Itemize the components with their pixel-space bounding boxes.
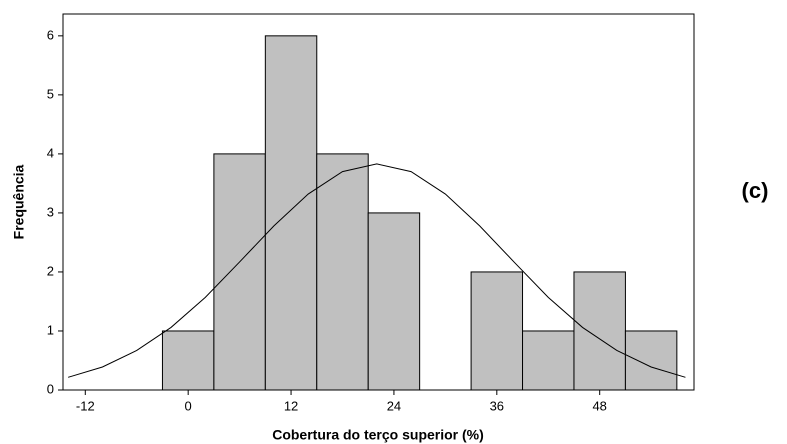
bar: [522, 330, 575, 391]
bar: [573, 271, 626, 391]
bar: [316, 153, 369, 391]
bar: [161, 330, 215, 391]
y-tick-label: 2: [47, 263, 54, 278]
y-tick-label: 6: [47, 27, 54, 42]
y-tick-label: 4: [47, 145, 54, 160]
x-tick-label: 48: [592, 398, 606, 413]
plot-frame: [62, 13, 695, 391]
x-tick-label: 0: [185, 398, 192, 413]
y-tick-label: 5: [47, 86, 54, 101]
bar: [367, 212, 421, 391]
y-tick-label: 0: [47, 381, 54, 396]
x-tick-label: -12: [76, 398, 95, 413]
y-tick-label: 1: [47, 322, 54, 337]
x-axis-label: Cobertura do terço superior (%): [272, 427, 484, 443]
normal-curve: [67, 163, 686, 378]
x-tick-label: 36: [490, 398, 504, 413]
bar: [470, 271, 524, 391]
bar: [213, 153, 266, 391]
y-axis-label: Frequência: [11, 164, 27, 239]
x-tick-label: 12: [284, 398, 298, 413]
annotation: (c): [742, 178, 769, 203]
x-tick-label: 24: [387, 398, 401, 413]
bar: [264, 35, 318, 391]
y-tick-label: 3: [47, 204, 54, 219]
bar: [624, 330, 678, 391]
